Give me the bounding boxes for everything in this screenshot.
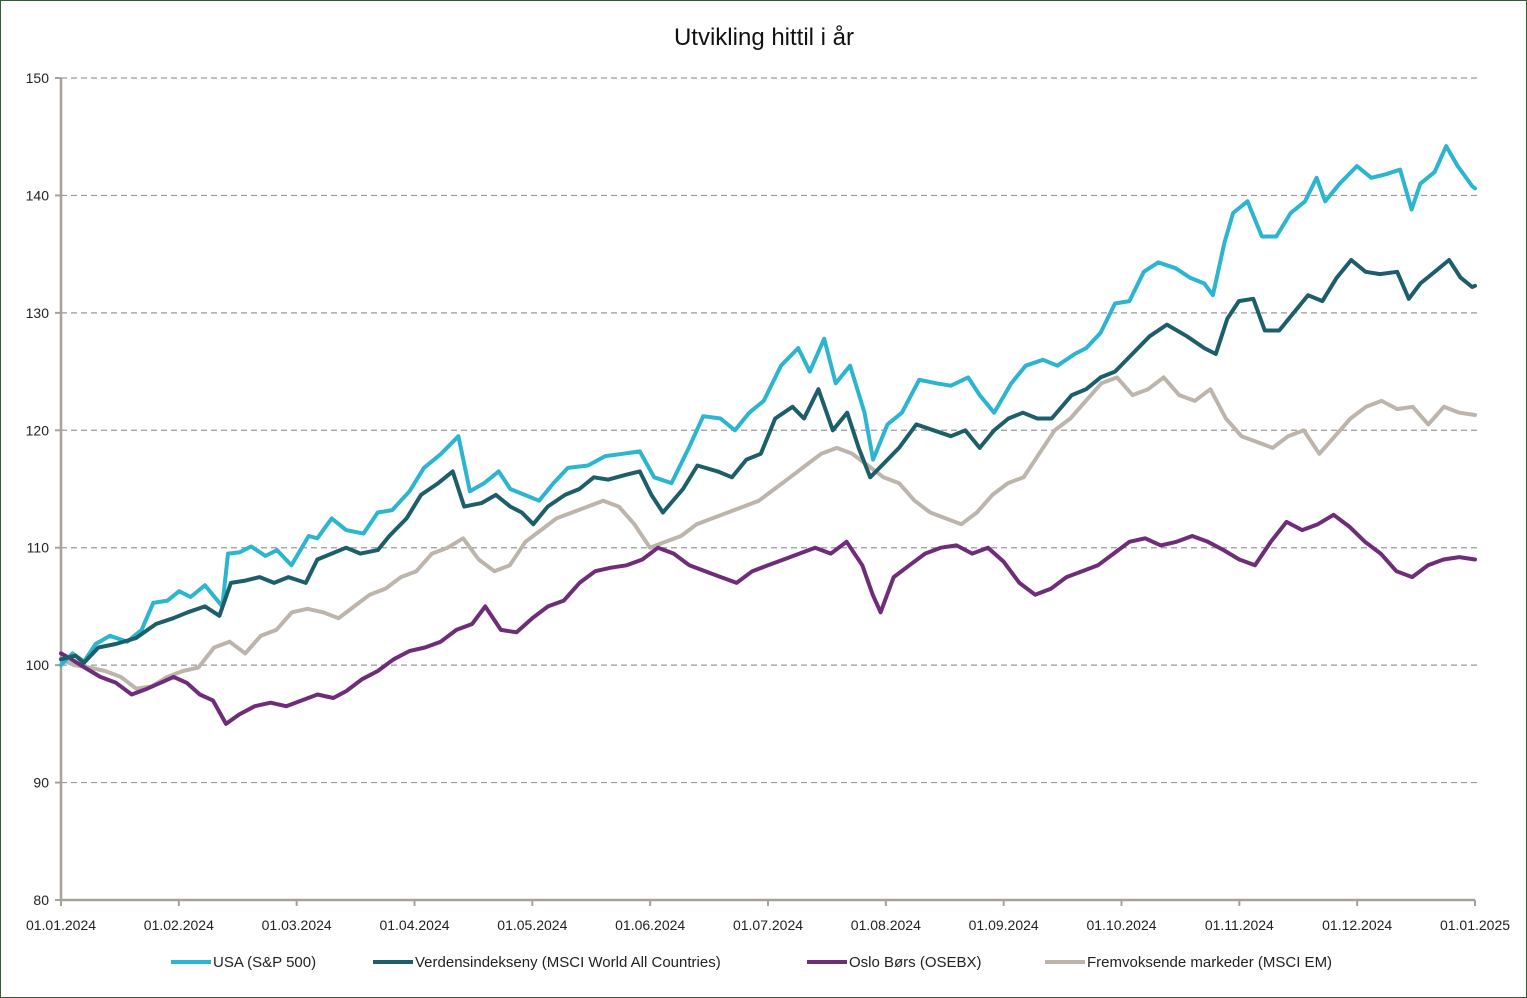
legend: USA (S&P 500) Verdensindekseny (MSCI Worl… <box>171 954 1332 971</box>
y-tick-label: 120 <box>26 422 50 438</box>
legend-label: Fremvoksende markeder (MSCI EM) <box>1087 954 1332 971</box>
y-tick-label: 130 <box>26 305 50 321</box>
y-tick-label: 90 <box>33 775 49 791</box>
y-tick-label: 100 <box>26 657 50 673</box>
x-tick-label: 01.10.2024 <box>1086 917 1156 933</box>
x-tick-label: 01.01.2024 <box>26 917 96 933</box>
x-tick-label: 01.06.2024 <box>615 917 685 933</box>
y-tick-label: 80 <box>33 892 49 908</box>
y-tick-label: 110 <box>27 540 50 556</box>
legend-label: Oslo Børs (OSEBX) <box>849 954 982 971</box>
axes: 80 90 100 110 120 130 140 150 01.01.2024 01.02.20… <box>26 70 1511 933</box>
x-tick-label: 01.08.2024 <box>851 917 921 933</box>
series-line-1 <box>59 258 1477 665</box>
legend-label: Verdensindekseny (MSCI World All Countri… <box>415 954 721 971</box>
y-tick-label: 140 <box>26 187 50 203</box>
gridlines <box>61 77 1479 784</box>
x-tick-label: 01.07.2024 <box>733 917 803 933</box>
x-tick-label: 01.05.2024 <box>497 917 567 933</box>
x-tick-label: 01.02.2024 <box>144 917 214 933</box>
y-tick-label: 150 <box>26 70 50 86</box>
x-tick-label: 01.12.2024 <box>1322 917 1392 933</box>
series-lines <box>59 144 1477 726</box>
series-line-0 <box>59 144 1477 668</box>
x-tick-label: 01.01.2025 <box>1440 917 1510 933</box>
chart-title: Utvikling hittil i år <box>674 24 854 51</box>
series-line-2 <box>59 512 1477 726</box>
x-tick-label: 01.11.2024 <box>1205 917 1274 933</box>
x-tick-label: 01.03.2024 <box>262 917 332 933</box>
x-tick-label: 01.09.2024 <box>969 917 1039 933</box>
x-tick-label: 01.04.2024 <box>379 917 449 933</box>
series-line-3 <box>59 375 1477 691</box>
legend-label: USA (S&P 500) <box>213 954 316 971</box>
